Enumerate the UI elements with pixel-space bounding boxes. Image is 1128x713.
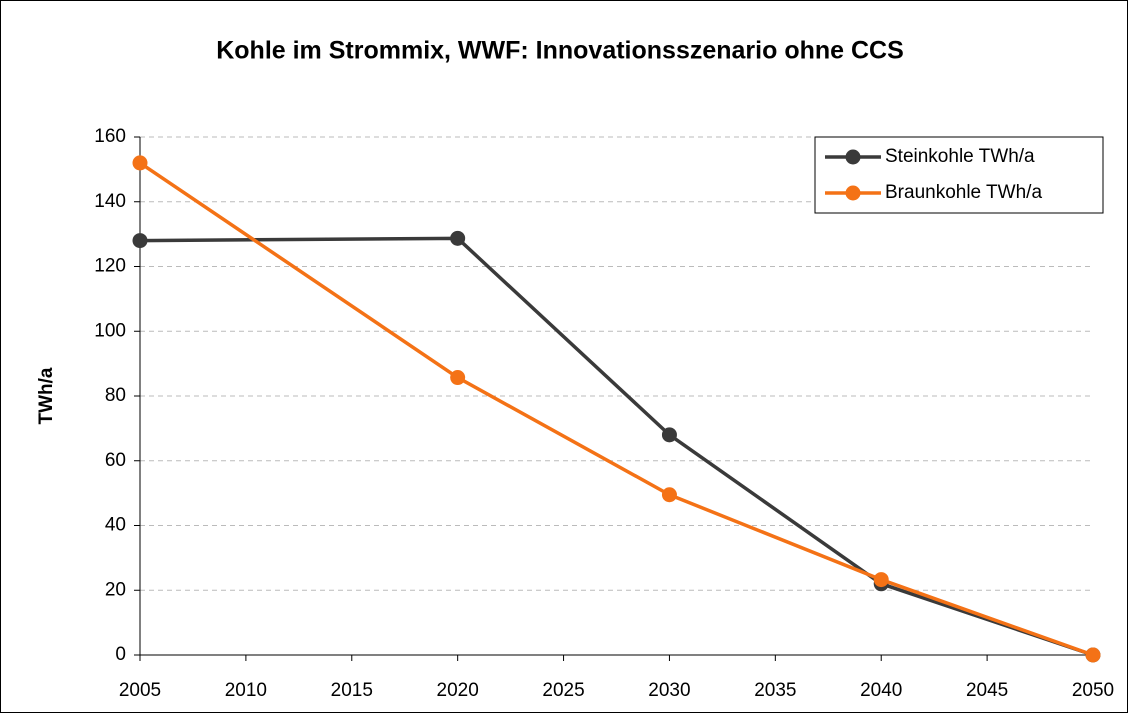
- x-tick-label: 2030: [648, 680, 690, 701]
- x-tick-label: 2010: [225, 680, 267, 701]
- data-point: [873, 572, 889, 588]
- data-point: [1085, 647, 1101, 663]
- y-tick-label: 120: [94, 256, 126, 277]
- x-tick-label: 2040: [860, 680, 902, 701]
- y-tick-label: 140: [94, 191, 126, 212]
- legend-label: Steinkohle TWh/a: [885, 146, 1035, 167]
- x-tick-label: 2005: [119, 680, 161, 701]
- x-tick-label: 2025: [542, 680, 584, 701]
- x-tick-label: 2035: [754, 680, 796, 701]
- y-axis-label: TWh/a: [36, 367, 57, 424]
- legend-swatch-marker: [845, 149, 861, 165]
- x-tick-label: 2045: [966, 680, 1008, 701]
- data-point: [132, 155, 148, 171]
- x-tick-label: 2015: [331, 680, 373, 701]
- legend-swatch-marker: [845, 185, 861, 201]
- x-tick-label: 2020: [437, 680, 479, 701]
- y-tick-label: 0: [115, 644, 126, 665]
- chart-title: Kohle im Strommix, WWF: Innovationsszena…: [216, 37, 904, 65]
- legend-label: Braunkohle TWh/a: [885, 182, 1042, 203]
- y-tick-label: 60: [105, 450, 126, 471]
- data-point: [450, 370, 466, 386]
- y-tick-label: 160: [94, 126, 126, 147]
- y-tick-label: 80: [105, 385, 126, 406]
- y-tick-label: 20: [105, 579, 126, 600]
- y-tick-label: 40: [105, 515, 126, 536]
- legend-box: [814, 136, 1104, 214]
- data-point: [661, 487, 677, 503]
- data-point: [661, 427, 677, 443]
- y-tick-label: 100: [94, 320, 126, 341]
- data-point: [132, 233, 148, 249]
- data-point: [450, 230, 466, 246]
- x-tick-label: 2050: [1072, 680, 1114, 701]
